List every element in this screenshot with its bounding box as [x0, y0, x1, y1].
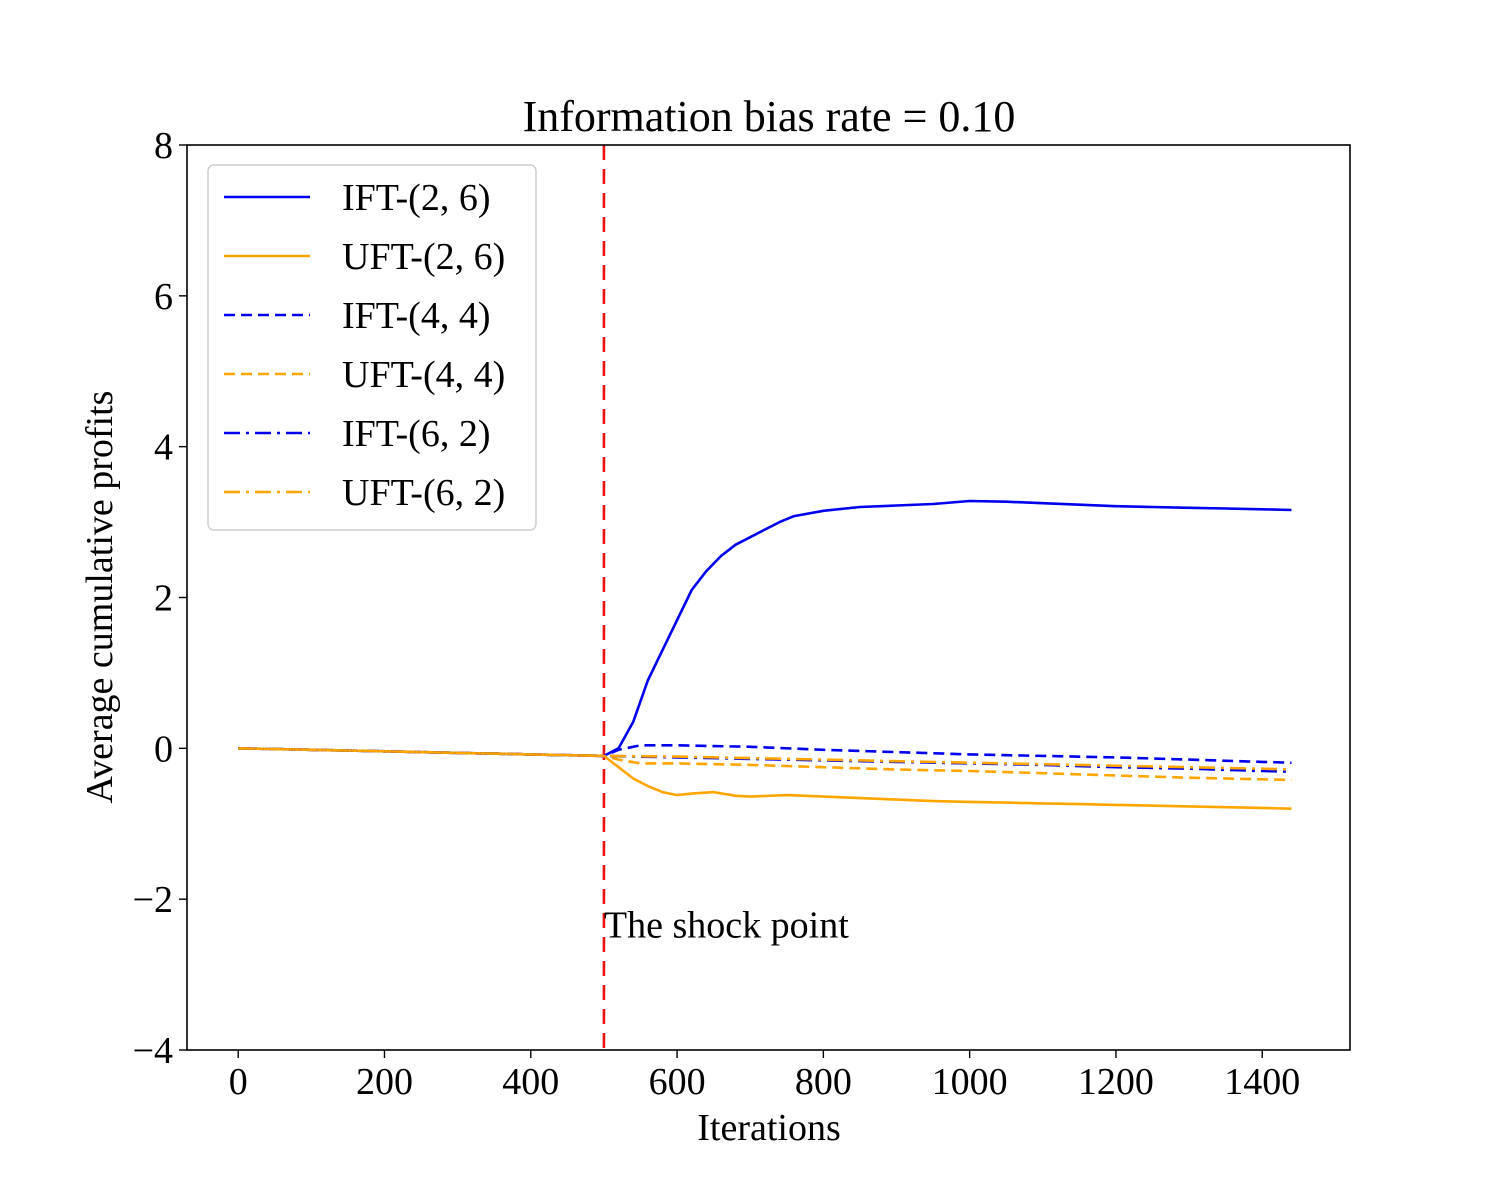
series-line-5 [238, 747, 1292, 771]
x-tick-label: 400 [502, 1061, 559, 1103]
y-tick-label: 0 [154, 728, 173, 770]
y-tick-label: 8 [154, 125, 173, 167]
x-tick-label: 1200 [1078, 1061, 1154, 1103]
series-line-4 [238, 747, 1292, 773]
x-tick-label: 1400 [1224, 1061, 1300, 1103]
legend-label: UFT-(2, 6) [342, 236, 505, 278]
x-tick-label: 200 [356, 1061, 413, 1103]
series-line-0 [238, 499, 1292, 758]
x-tick-label: 800 [795, 1061, 852, 1103]
x-axis-label: Iterations [697, 1107, 841, 1149]
series-line-3 [238, 747, 1292, 782]
x-tick-label: 600 [649, 1061, 706, 1103]
legend-label: IFT-(4, 4) [342, 295, 490, 337]
legend-label: IFT-(2, 6) [342, 177, 490, 219]
y-tick-label: 6 [154, 276, 173, 318]
chart-title: Information bias rate = 0.10 [523, 92, 1016, 141]
y-tick-label: −2 [133, 879, 173, 921]
legend-label: UFT-(4, 4) [342, 354, 505, 396]
shock-point-annotation: The shock point [604, 905, 849, 947]
y-axis-label: Average cumulative profits [79, 391, 121, 804]
y-tick-label: 4 [154, 427, 173, 469]
legend-label: UFT-(6, 2) [342, 472, 505, 514]
y-tick-label: −4 [133, 1030, 173, 1072]
x-tick-label: 0 [229, 1061, 248, 1103]
y-tick-label: 2 [154, 578, 173, 620]
x-tick-label: 1000 [932, 1061, 1008, 1103]
legend-label: IFT-(6, 2) [342, 413, 490, 455]
